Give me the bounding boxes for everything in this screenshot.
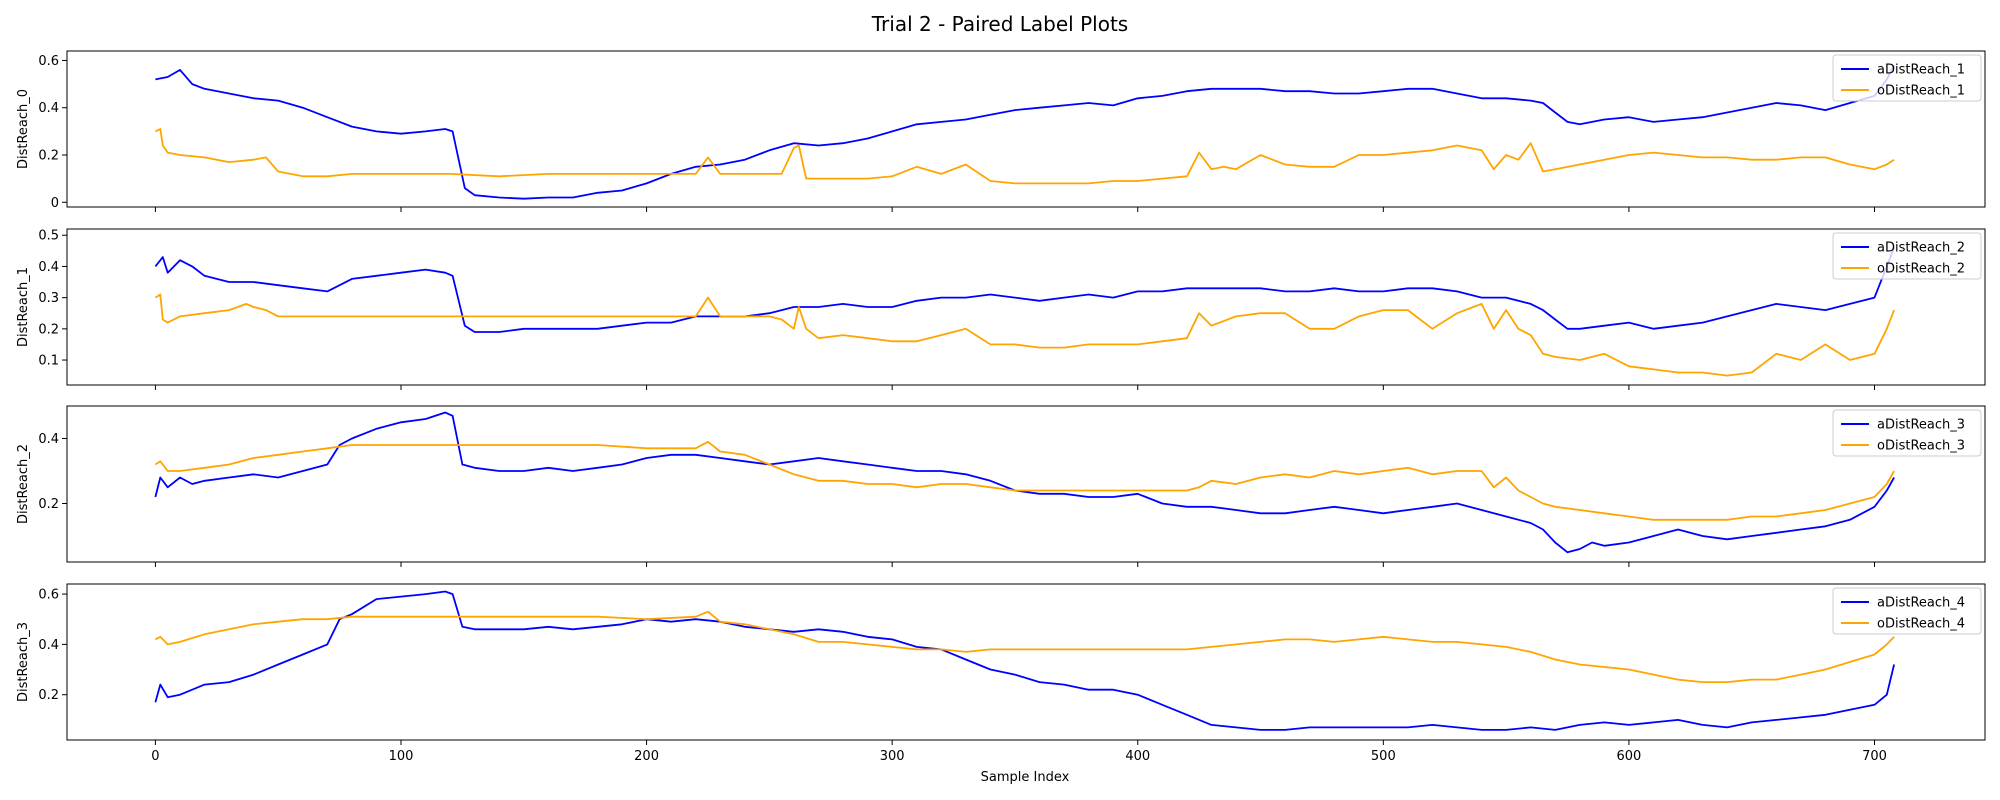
legend-label: oDistReach_4 bbox=[1877, 617, 1965, 632]
x-tick-label: 600 bbox=[1616, 749, 1641, 764]
y-tick-label: 0.6 bbox=[38, 54, 59, 69]
legend-label: oDistReach_3 bbox=[1877, 439, 1965, 454]
legend-box bbox=[1832, 587, 1982, 635]
legend-box bbox=[1832, 409, 1982, 457]
legend-label: oDistReach_1 bbox=[1877, 84, 1965, 99]
y-tick-label: 0.4 bbox=[38, 260, 59, 275]
legend: aDistReach_4 oDistReach_4 bbox=[1832, 587, 1982, 635]
axes-frame bbox=[66, 405, 1986, 563]
x-tick-label: 700 bbox=[1862, 749, 1887, 764]
series-line-aDistReach_2 bbox=[154, 247, 1895, 333]
legend-box bbox=[1832, 54, 1982, 102]
y-tick-label: 0.5 bbox=[38, 229, 59, 244]
axes-frame bbox=[66, 228, 1986, 386]
y-tick-label: 0.6 bbox=[38, 588, 59, 603]
y-axis-label: DistReach_0 bbox=[16, 89, 31, 169]
subplot-group: 0 0.2 0.4 0.6 DistReach_0 aDistReach_1 oDistRe… bbox=[16, 50, 1986, 764]
subplot-3: 0.2 0.4 0.6 0 100 200 300 400 500 600 700 DistReach… bbox=[16, 583, 1986, 764]
x-tick-label: 0 bbox=[151, 749, 159, 764]
axes-frame bbox=[66, 50, 1986, 208]
legend-label: aDistReach_1 bbox=[1877, 63, 1965, 78]
y-tick-label: 0.4 bbox=[38, 638, 59, 653]
legend-box bbox=[1832, 232, 1982, 280]
legend-label: aDistReach_2 bbox=[1877, 241, 1965, 256]
series-line-oDistReach_3 bbox=[154, 440, 1895, 521]
figure-title: Trial 2 - Paired Label Plots bbox=[871, 12, 1128, 36]
x-tick-label: 200 bbox=[634, 749, 659, 764]
y-tick-label: 0.2 bbox=[38, 497, 59, 512]
legend-label: aDistReach_4 bbox=[1877, 596, 1965, 611]
x-tick-label: 100 bbox=[389, 749, 414, 764]
y-tick-label: 0.2 bbox=[38, 688, 59, 703]
axes-frame bbox=[66, 583, 1986, 741]
legend: aDistReach_2 oDistReach_2 bbox=[1832, 232, 1982, 280]
y-tick-label: 0.3 bbox=[38, 291, 59, 306]
series-line-oDistReach_4 bbox=[154, 610, 1895, 683]
legend-label: aDistReach_3 bbox=[1877, 418, 1965, 433]
series-line-aDistReach_4 bbox=[154, 590, 1895, 731]
y-tick-label: 0 bbox=[51, 196, 59, 211]
x-tick-label: 400 bbox=[1125, 749, 1150, 764]
y-axis-label: DistReach_3 bbox=[16, 622, 31, 702]
subplot-2: 0.2 0.4 DistReach_2 aDistReach_3 oDistReach_… bbox=[16, 405, 1986, 567]
legend: aDistReach_3 oDistReach_3 bbox=[1832, 409, 1982, 457]
y-tick-label: 0.2 bbox=[38, 322, 59, 337]
legend: aDistReach_1 oDistReach_1 bbox=[1832, 54, 1982, 102]
x-tick-label: 300 bbox=[880, 749, 905, 764]
y-axis-label: DistReach_2 bbox=[16, 444, 31, 524]
series-line-oDistReach_1 bbox=[155, 128, 1895, 185]
subplot-0: 0 0.2 0.4 0.6 DistReach_0 aDistReach_1 oDistRe… bbox=[16, 50, 1986, 212]
subplot-1: 0.1 0.2 0.3 0.4 0.5 DistReach_1 aDistReach_2 oD… bbox=[16, 228, 1986, 390]
y-tick-label: 0.4 bbox=[38, 432, 59, 447]
x-axis-label: Sample Index bbox=[981, 770, 1070, 785]
series-line-aDistReach_1 bbox=[155, 64, 1895, 200]
y-tick-label: 0.4 bbox=[38, 101, 59, 116]
y-tick-label: 0.1 bbox=[38, 354, 59, 369]
y-axis-label: DistReach_1 bbox=[16, 267, 31, 347]
y-tick-label: 0.2 bbox=[38, 149, 59, 164]
x-tick-label: 500 bbox=[1371, 749, 1396, 764]
series-line-oDistReach_2 bbox=[154, 293, 1895, 377]
legend-label: oDistReach_2 bbox=[1877, 262, 1965, 277]
series-line-aDistReach_3 bbox=[154, 411, 1895, 554]
